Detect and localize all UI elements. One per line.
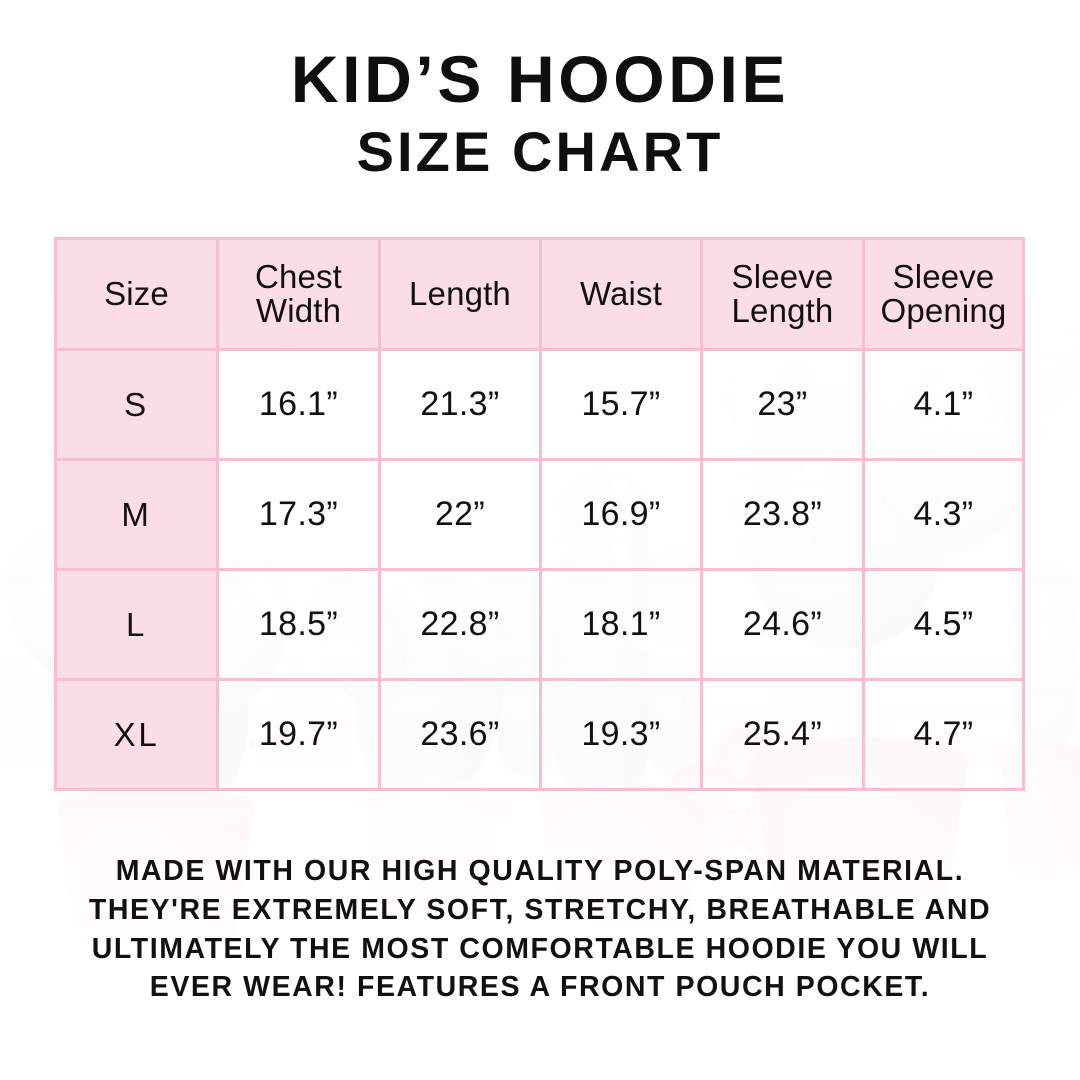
table-row: S 16.1” 21.3” 15.7” 23” 4.1”	[54, 348, 1025, 461]
cell-chest-width: 18.5”	[216, 568, 381, 681]
column-header-chest-width: Chest Width	[216, 237, 381, 351]
description-line-1: MADE WITH OUR HIGH QUALITY POLY-SPAN MAT…	[115, 855, 965, 887]
column-header-sleeve-opening-line1: Sleeve	[892, 257, 995, 295]
column-header-sleeve-length: Sleeve Length	[700, 237, 865, 351]
cell-sleeve-opening: 4.7”	[862, 678, 1025, 791]
cell-sleeve-opening: 4.3”	[862, 458, 1025, 571]
cell-size: XL	[54, 678, 219, 791]
cell-sleeve-length: 23.8”	[700, 458, 865, 571]
column-header-sleeve-opening-line2: Opening	[880, 292, 1007, 329]
cell-waist: 18.1”	[539, 568, 703, 681]
column-header-length: Length	[378, 237, 542, 351]
table-row: L 18.5” 22.8” 18.1” 24.6” 4.5”	[54, 568, 1025, 681]
table-row: XL 19.7” 23.6” 19.3” 25.4” 4.7”	[54, 678, 1025, 791]
column-header-size: Size	[54, 237, 219, 351]
column-header-waist: Waist	[539, 237, 703, 351]
cell-chest-width: 17.3”	[216, 458, 381, 571]
title-line-2: SIZE CHART	[356, 120, 724, 183]
description-line-2: THEY'RE EXTREMELY SOFT, STRETCHY, BREATH…	[88, 893, 992, 926]
size-chart-table: Size Chest Width Length Waist Sleeve Len	[54, 237, 1025, 791]
column-header-waist-line1: Waist	[579, 274, 663, 312]
cell-length: 22”	[378, 458, 542, 571]
column-header-chest-width-line2: Width	[255, 292, 342, 329]
column-header-chest-width-line1: Chest	[254, 257, 343, 295]
cell-waist: 16.9”	[539, 458, 703, 571]
title-line-1: KID’S HOODIE	[290, 42, 790, 116]
cell-length: 23.6”	[378, 678, 542, 791]
size-chart-table-container: Size Chest Width Length Waist Sleeve Len	[54, 237, 1025, 791]
cell-size: M	[54, 458, 219, 571]
cell-sleeve-length: 24.6”	[700, 568, 865, 681]
column-header-size-line1: Size	[104, 274, 169, 312]
cell-sleeve-length: 23”	[700, 348, 865, 461]
table-header-row: Size Chest Width Length Waist Sleeve Len	[54, 237, 1025, 351]
description-line-4: EVER WEAR! FEATURES A FRONT POUCH POCKET…	[149, 971, 931, 1004]
cell-sleeve-opening: 4.1”	[862, 348, 1025, 461]
cell-size: S	[54, 348, 219, 461]
column-header-length-line1: Length	[409, 274, 511, 312]
cell-length: 21.3”	[378, 348, 542, 461]
column-header-sleeve-length-line1: Sleeve	[731, 257, 834, 295]
column-header-sleeve-length-line2: Length	[731, 292, 834, 329]
column-header-sleeve-opening: Sleeve Opening	[862, 237, 1025, 351]
cell-sleeve-length: 25.4”	[700, 678, 865, 791]
cell-size: L	[54, 568, 219, 681]
cell-waist: 19.3”	[539, 678, 703, 791]
cell-sleeve-opening: 4.5”	[862, 568, 1025, 681]
page-title: KID’S HOODIE SIZE CHART	[0, 0, 1080, 180]
cell-waist: 15.7”	[539, 348, 703, 461]
cell-chest-width: 19.7”	[216, 678, 381, 791]
cell-chest-width: 16.1”	[216, 348, 381, 461]
cell-length: 22.8”	[378, 568, 542, 681]
description-line-3: ULTIMATELY THE MOST COMFORTABLE HOODIE Y…	[91, 932, 989, 965]
product-description: MADE WITH OUR HIGH QUALITY POLY-SPAN MAT…	[0, 852, 1080, 1007]
table-row: M 17.3” 22” 16.9” 23.8” 4.3”	[54, 458, 1025, 571]
